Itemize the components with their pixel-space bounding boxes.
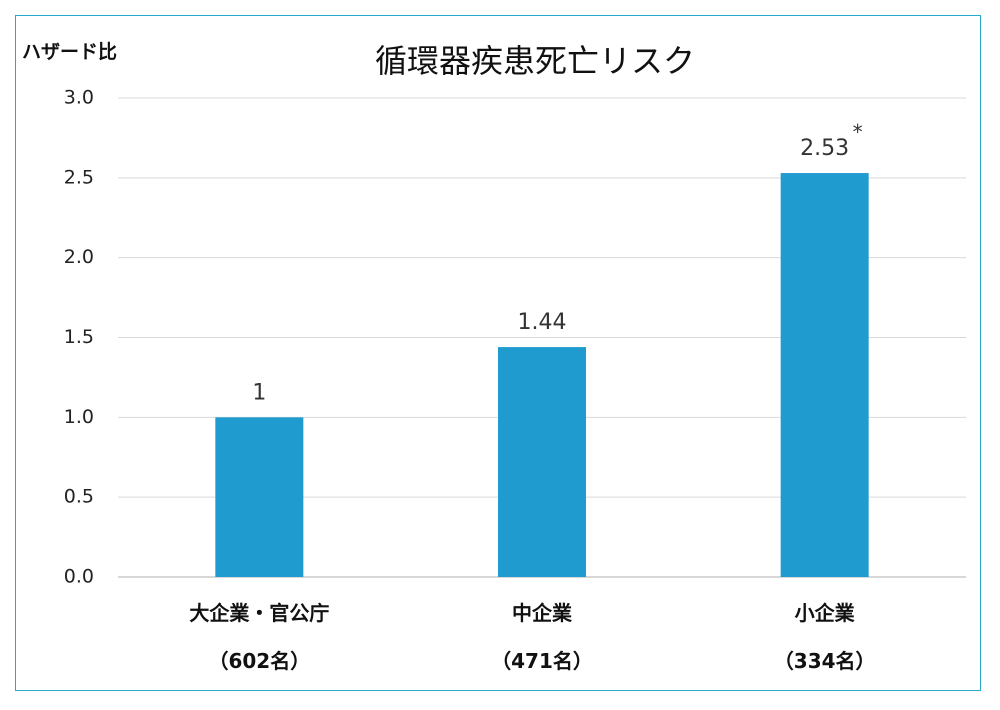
y-tick-label: 3.0 <box>64 87 94 109</box>
labels-layer: 1 大企業・官公庁 （602名） 1.44 中企業 （471名） 2.53* 小企業 （334名… <box>189 120 875 673</box>
y-tick-label: 0.5 <box>64 486 94 508</box>
data-label: 1 <box>252 380 266 405</box>
chart-title: 循環器疾患死亡リスク <box>375 42 695 80</box>
bar <box>215 417 304 577</box>
significance-mark: * <box>853 120 863 144</box>
y-tick-label: 1.5 <box>64 326 94 348</box>
bar <box>498 347 586 577</box>
y-tick-label: 2.0 <box>64 246 94 268</box>
bar <box>780 173 869 577</box>
y-axis-title: ハザード比 <box>22 41 117 63</box>
x-tick-label: 小企業 <box>795 601 856 625</box>
data-label: 2.53 <box>800 136 849 161</box>
data-label: 1.44 <box>518 310 567 335</box>
bars-layer <box>215 173 869 577</box>
x-tick-sublabel: （334名） <box>774 649 876 673</box>
y-tick-label: 2.5 <box>64 166 94 188</box>
x-tick-label: 大企業・官公庁 <box>189 601 329 625</box>
y-tick-label: 1.0 <box>64 406 94 428</box>
x-tick-sublabel: （602名） <box>208 649 310 673</box>
x-tick-sublabel: （471名） <box>491 649 593 673</box>
y-tick-label: 0.0 <box>64 566 94 588</box>
x-tick-label: 中企業 <box>512 601 573 625</box>
